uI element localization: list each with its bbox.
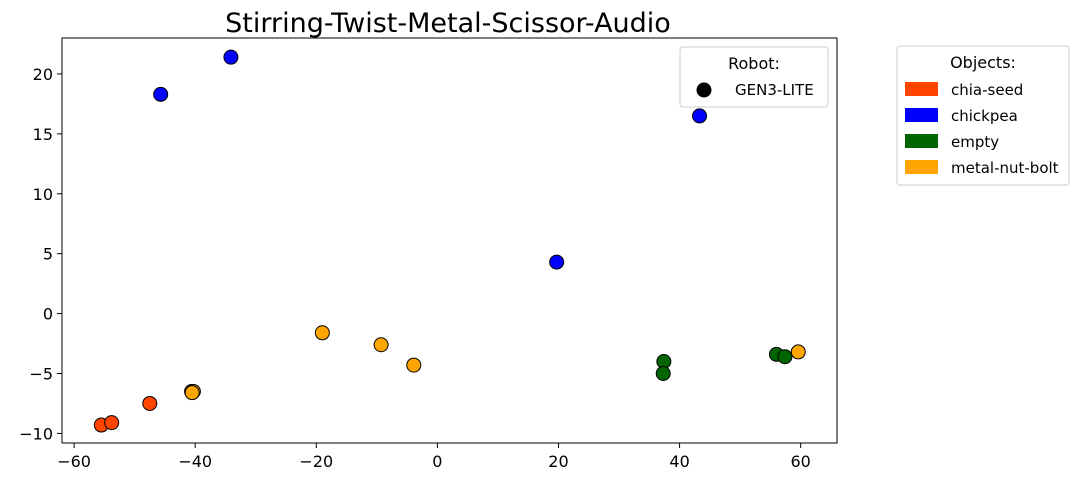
objects-legend: Objects: chia-seed chickpea empty metal-nut… <box>896 45 1070 186</box>
x-tick-label-6: 60 <box>790 452 810 471</box>
robot-legend-marker <box>696 82 712 98</box>
objects-legend-swatch-chickpea <box>905 108 938 122</box>
x-tick-label-4: 20 <box>548 452 568 471</box>
robot-legend-box <box>679 46 829 108</box>
objects-legend-box <box>896 45 1070 186</box>
chart-title: Stirring-Twist-Metal-Scissor-Audio <box>225 8 671 39</box>
robot-legend-label: GEN3-LITE <box>735 81 814 99</box>
point-chickpea-1 <box>223 49 239 65</box>
objects-legend-swatch-chia-seed <box>905 82 938 96</box>
objects-legend-title: Objects: <box>950 53 1016 72</box>
x-tick-label-0: −60 <box>57 452 91 471</box>
robot-legend-title: Robot: <box>728 54 780 73</box>
point-metal-nut-bolt-3 <box>314 325 330 341</box>
data-points <box>93 49 806 433</box>
point-chickpea-0 <box>153 86 169 102</box>
x-axis: −60 −40 −20 0 20 40 60 <box>57 443 811 471</box>
point-metal-nut-bolt-5 <box>406 357 422 373</box>
objects-legend-label-chia-seed: chia-seed <box>951 81 1023 99</box>
point-empty-3 <box>777 349 793 365</box>
x-tick-label-1: −40 <box>178 452 212 471</box>
objects-legend-swatch-empty <box>905 134 938 148</box>
point-chia-seed-1 <box>104 415 120 431</box>
y-tick-label-5: 15 <box>33 125 53 144</box>
x-tick-label-3: 0 <box>432 452 442 471</box>
point-chickpea-3 <box>549 254 565 270</box>
y-tick-label-0: −10 <box>19 424 53 443</box>
objects-legend-label-empty: empty <box>951 133 999 151</box>
x-tick-label-5: 40 <box>669 452 689 471</box>
objects-legend-swatch-metal-nut-bolt <box>905 160 938 174</box>
y-axis: −10 −5 0 5 10 15 20 <box>19 65 62 443</box>
point-empty-1 <box>655 366 671 382</box>
x-tick-label-2: −20 <box>299 452 333 471</box>
robot-legend: Robot: GEN3-LITE <box>679 46 829 108</box>
y-tick-label-1: −5 <box>29 365 53 384</box>
point-metal-nut-bolt-2 <box>184 385 200 401</box>
objects-legend-label-chickpea: chickpea <box>951 107 1018 125</box>
y-tick-label-6: 20 <box>33 65 53 84</box>
objects-legend-label-metal-nut-bolt: metal-nut-bolt <box>951 159 1059 177</box>
point-chia-seed-2 <box>142 395 158 411</box>
point-metal-nut-bolt-4 <box>373 337 389 353</box>
point-metal-nut-bolt-6 <box>790 344 806 360</box>
plot-area-frame <box>61 37 838 444</box>
point-chickpea-2 <box>692 108 708 124</box>
y-tick-label-3: 5 <box>43 245 53 264</box>
y-tick-label-4: 10 <box>33 185 53 204</box>
y-tick-label-2: 0 <box>43 305 53 324</box>
